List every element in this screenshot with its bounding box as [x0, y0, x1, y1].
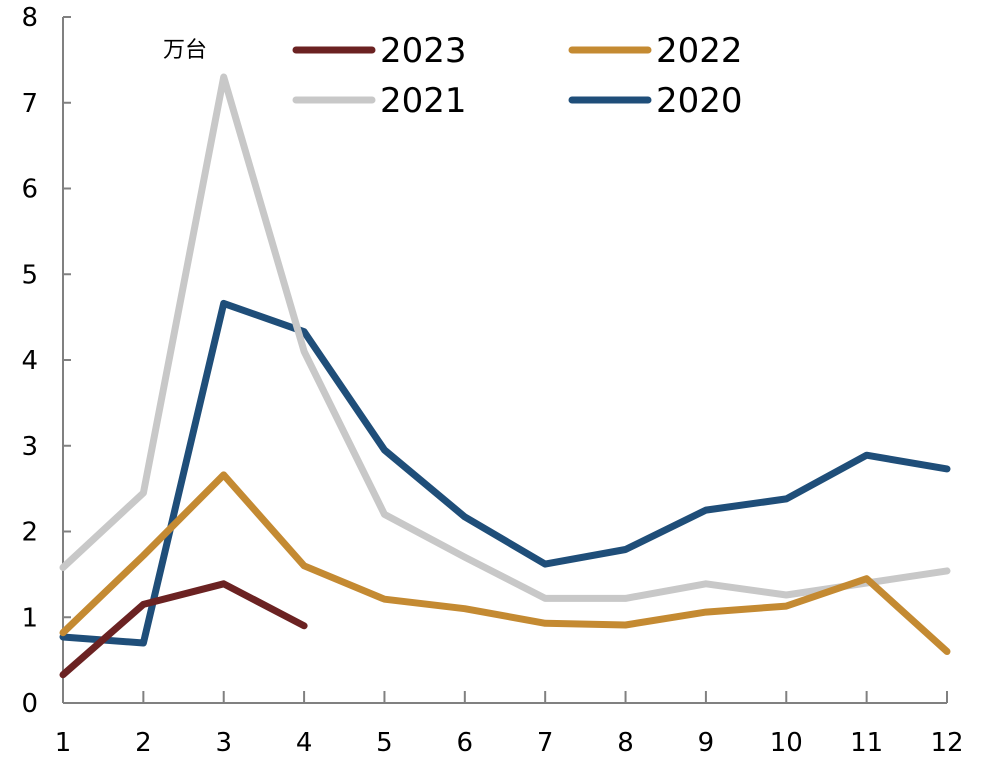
x-tick-label: 8 [617, 728, 634, 758]
series-layer [59, 73, 951, 679]
legend-label-2020: 2020 [656, 81, 743, 121]
x-tick-label: 2 [135, 728, 152, 758]
series-line-2023 [59, 580, 308, 679]
legend: 2023 2022 2021 2020 [292, 31, 743, 121]
series-line-2020 [59, 299, 951, 647]
y-tick-label: 0 [21, 689, 38, 719]
y-tick-label: 8 [21, 3, 38, 33]
y-tick-label: 3 [21, 432, 38, 462]
y-tick-label: 7 [21, 89, 38, 119]
x-tick-label: 11 [850, 728, 883, 758]
legend-label-2021: 2021 [380, 81, 467, 121]
x-tick-label: 6 [457, 728, 474, 758]
x-tick-label: 7 [537, 728, 554, 758]
x-tick-label: 3 [215, 728, 232, 758]
series-line-2022 [59, 471, 951, 655]
x-tick-label: 1 [55, 728, 72, 758]
x-tick-label: 9 [698, 728, 715, 758]
x-tick-label: 4 [296, 728, 313, 758]
series-line-2021 [59, 73, 951, 602]
legend-label-2023: 2023 [380, 31, 467, 71]
x-tick-label: 5 [376, 728, 393, 758]
y-tick-label: 5 [21, 260, 38, 290]
legend-label-2022: 2022 [656, 31, 743, 71]
y-tick-label: 1 [21, 603, 38, 633]
y-tick-label: 2 [21, 518, 38, 548]
y-tick-label: 6 [21, 175, 38, 205]
y-unit-label: 万台 [163, 38, 207, 63]
y-tick-label: 4 [21, 346, 38, 376]
x-tick-label: 10 [770, 728, 803, 758]
x-tick-label: 12 [930, 728, 963, 758]
